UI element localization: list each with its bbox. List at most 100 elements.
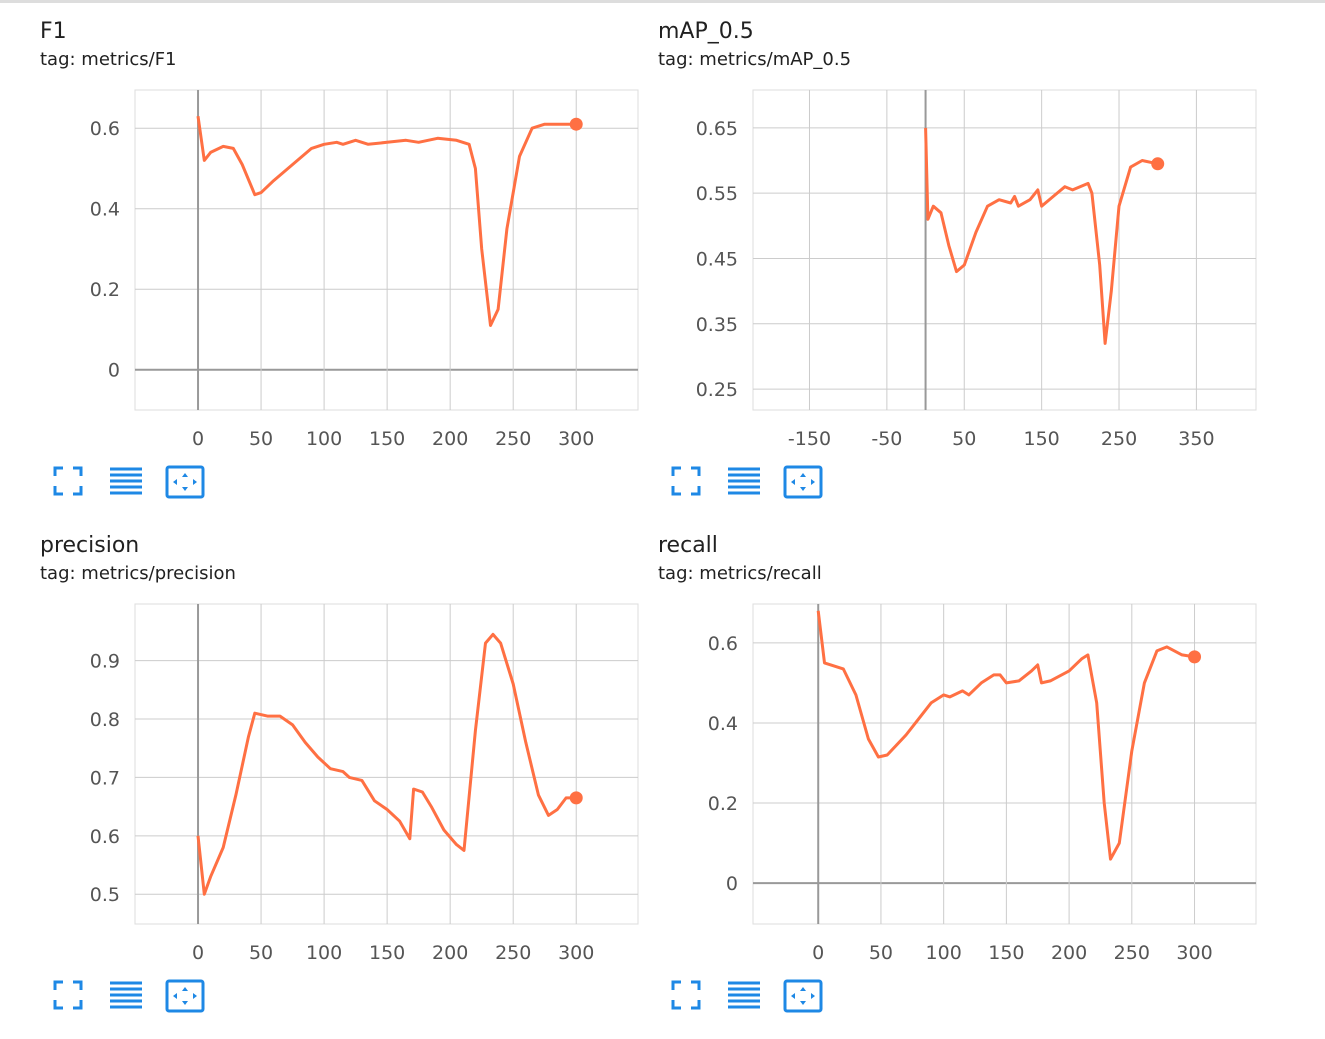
toggle-log-button[interactable]: [110, 467, 142, 495]
chart-subtitle: tag: metrics/precision: [40, 563, 236, 584]
icon-bar: [110, 467, 142, 471]
icon-bar: [110, 999, 142, 1003]
chart-title: mAP_0.5: [658, 19, 754, 44]
toolbar: [53, 979, 205, 1013]
x-tick-label: 50: [249, 942, 273, 964]
plot-frame: [134, 89, 639, 411]
chart-subtitle: tag: metrics/mAP_0.5: [658, 49, 851, 70]
series-line: [196, 632, 577, 896]
icon-bar: [728, 473, 760, 477]
x-tick-label: 300: [558, 428, 594, 450]
y-tick-label: 0.45: [696, 248, 738, 270]
x-tick-label: 350: [1178, 428, 1214, 450]
x-tick-label: 300: [1176, 942, 1212, 964]
icon-bar: [728, 1005, 760, 1009]
x-tick-label: -50: [871, 428, 902, 450]
toolbar: [671, 979, 823, 1013]
fullscreen-button[interactable]: [671, 466, 701, 496]
y-tick-label: 0.7: [90, 767, 120, 789]
icon-bar: [728, 485, 760, 489]
y-tick-label: 0.65: [696, 118, 738, 140]
fit-domain-button[interactable]: [783, 979, 823, 1013]
toolbar: [53, 465, 205, 499]
icon-bar: [110, 1005, 142, 1009]
y-tick-label: 0.4: [90, 199, 120, 221]
series-line: [196, 115, 577, 327]
icon-bar: [110, 993, 142, 997]
toggle-log-button[interactable]: [728, 981, 760, 1009]
plot-frame: [752, 603, 1257, 925]
last-point: [569, 791, 583, 805]
x-tick-label: 250: [1101, 428, 1137, 450]
x-tick-label: 0: [192, 942, 204, 964]
x-tick-label: 50: [869, 942, 893, 964]
chart-panel: recall tag: metrics/recall 0 0.2 0.4 0.6 0 50 10…: [658, 533, 1257, 1013]
y-tick-label: 0.6: [90, 118, 120, 140]
y-tick-label: 0.55: [696, 183, 738, 205]
y-tick-label: 0.6: [708, 633, 738, 655]
icon-arrows: [173, 987, 197, 1005]
chart-subtitle: tag: metrics/recall: [658, 563, 822, 584]
toggle-log-button[interactable]: [728, 467, 760, 495]
chart-title: F1: [40, 19, 67, 44]
x-tick-label: -150: [788, 428, 831, 450]
y-tick-label: 0.2: [90, 279, 120, 301]
x-tick-label: 250: [495, 942, 531, 964]
x-tick-label: 50: [249, 428, 273, 450]
icon-arrows: [791, 473, 815, 491]
x-tick-label: 300: [558, 942, 594, 964]
icon-bar: [110, 479, 142, 483]
x-tick-label: 150: [369, 942, 405, 964]
x-tick-label: 250: [1114, 942, 1150, 964]
chart-panel: mAP_0.5 tag: metrics/mAP_0.5 0.25 0.35 0.45 0…: [658, 19, 1257, 499]
y-tick-label: 0: [726, 873, 738, 895]
last-point: [1151, 157, 1165, 171]
icon-box: [165, 979, 205, 1013]
chart-panel: precision tag: metrics/precision 0.5 0.6 0.7…: [40, 533, 639, 1013]
y-tick-label: 0.2: [708, 793, 738, 815]
x-tick-label: 100: [306, 428, 342, 450]
x-tick-label: 200: [432, 942, 468, 964]
x-tick-label: 150: [988, 942, 1024, 964]
fullscreen-button[interactable]: [671, 980, 701, 1010]
icon-bar: [728, 479, 760, 483]
icon-bar: [110, 981, 142, 985]
chart-subtitle: tag: metrics/F1: [40, 49, 177, 70]
x-tick-label: 0: [812, 942, 824, 964]
icon-box: [783, 979, 823, 1013]
icon-bar: [110, 987, 142, 991]
icon-bar: [728, 993, 760, 997]
last-point: [569, 117, 583, 131]
x-tick-label: 150: [369, 428, 405, 450]
icon-bar: [728, 999, 760, 1003]
fit-domain-button[interactable]: [165, 465, 205, 499]
icon-arrows: [173, 473, 197, 491]
icon-bar: [728, 981, 760, 985]
x-tick-label: 200: [1051, 942, 1087, 964]
fit-domain-button[interactable]: [783, 465, 823, 499]
x-tick-label: 0: [192, 428, 204, 450]
y-tick-label: 0.35: [696, 314, 738, 336]
series-line: [924, 127, 1159, 345]
icon-bar: [728, 987, 760, 991]
icon-bar: [728, 467, 760, 471]
x-tick-label: 100: [306, 942, 342, 964]
y-tick-label: 0.25: [696, 379, 738, 401]
top-shadow: [0, 0, 1325, 3]
fullscreen-button[interactable]: [53, 980, 83, 1010]
chart-title: precision: [40, 533, 139, 558]
toggle-log-button[interactable]: [110, 981, 142, 1009]
x-tick-label: 50: [952, 428, 976, 450]
y-tick-label: 0.5: [90, 884, 120, 906]
fit-domain-button[interactable]: [165, 979, 205, 1013]
icon-arrows: [791, 987, 815, 1005]
y-tick-label: 0.4: [708, 713, 738, 735]
plot-frame: [134, 603, 639, 925]
chart-title: recall: [658, 533, 718, 558]
y-tick-label: 0.9: [90, 651, 120, 673]
icon-bar: [110, 491, 142, 495]
chart-panel: F1 tag: metrics/F1 0 0.2 0.4 0.6 0 50 100 150 200 2…: [40, 19, 639, 499]
x-tick-label: 200: [432, 428, 468, 450]
fullscreen-button[interactable]: [53, 466, 83, 496]
